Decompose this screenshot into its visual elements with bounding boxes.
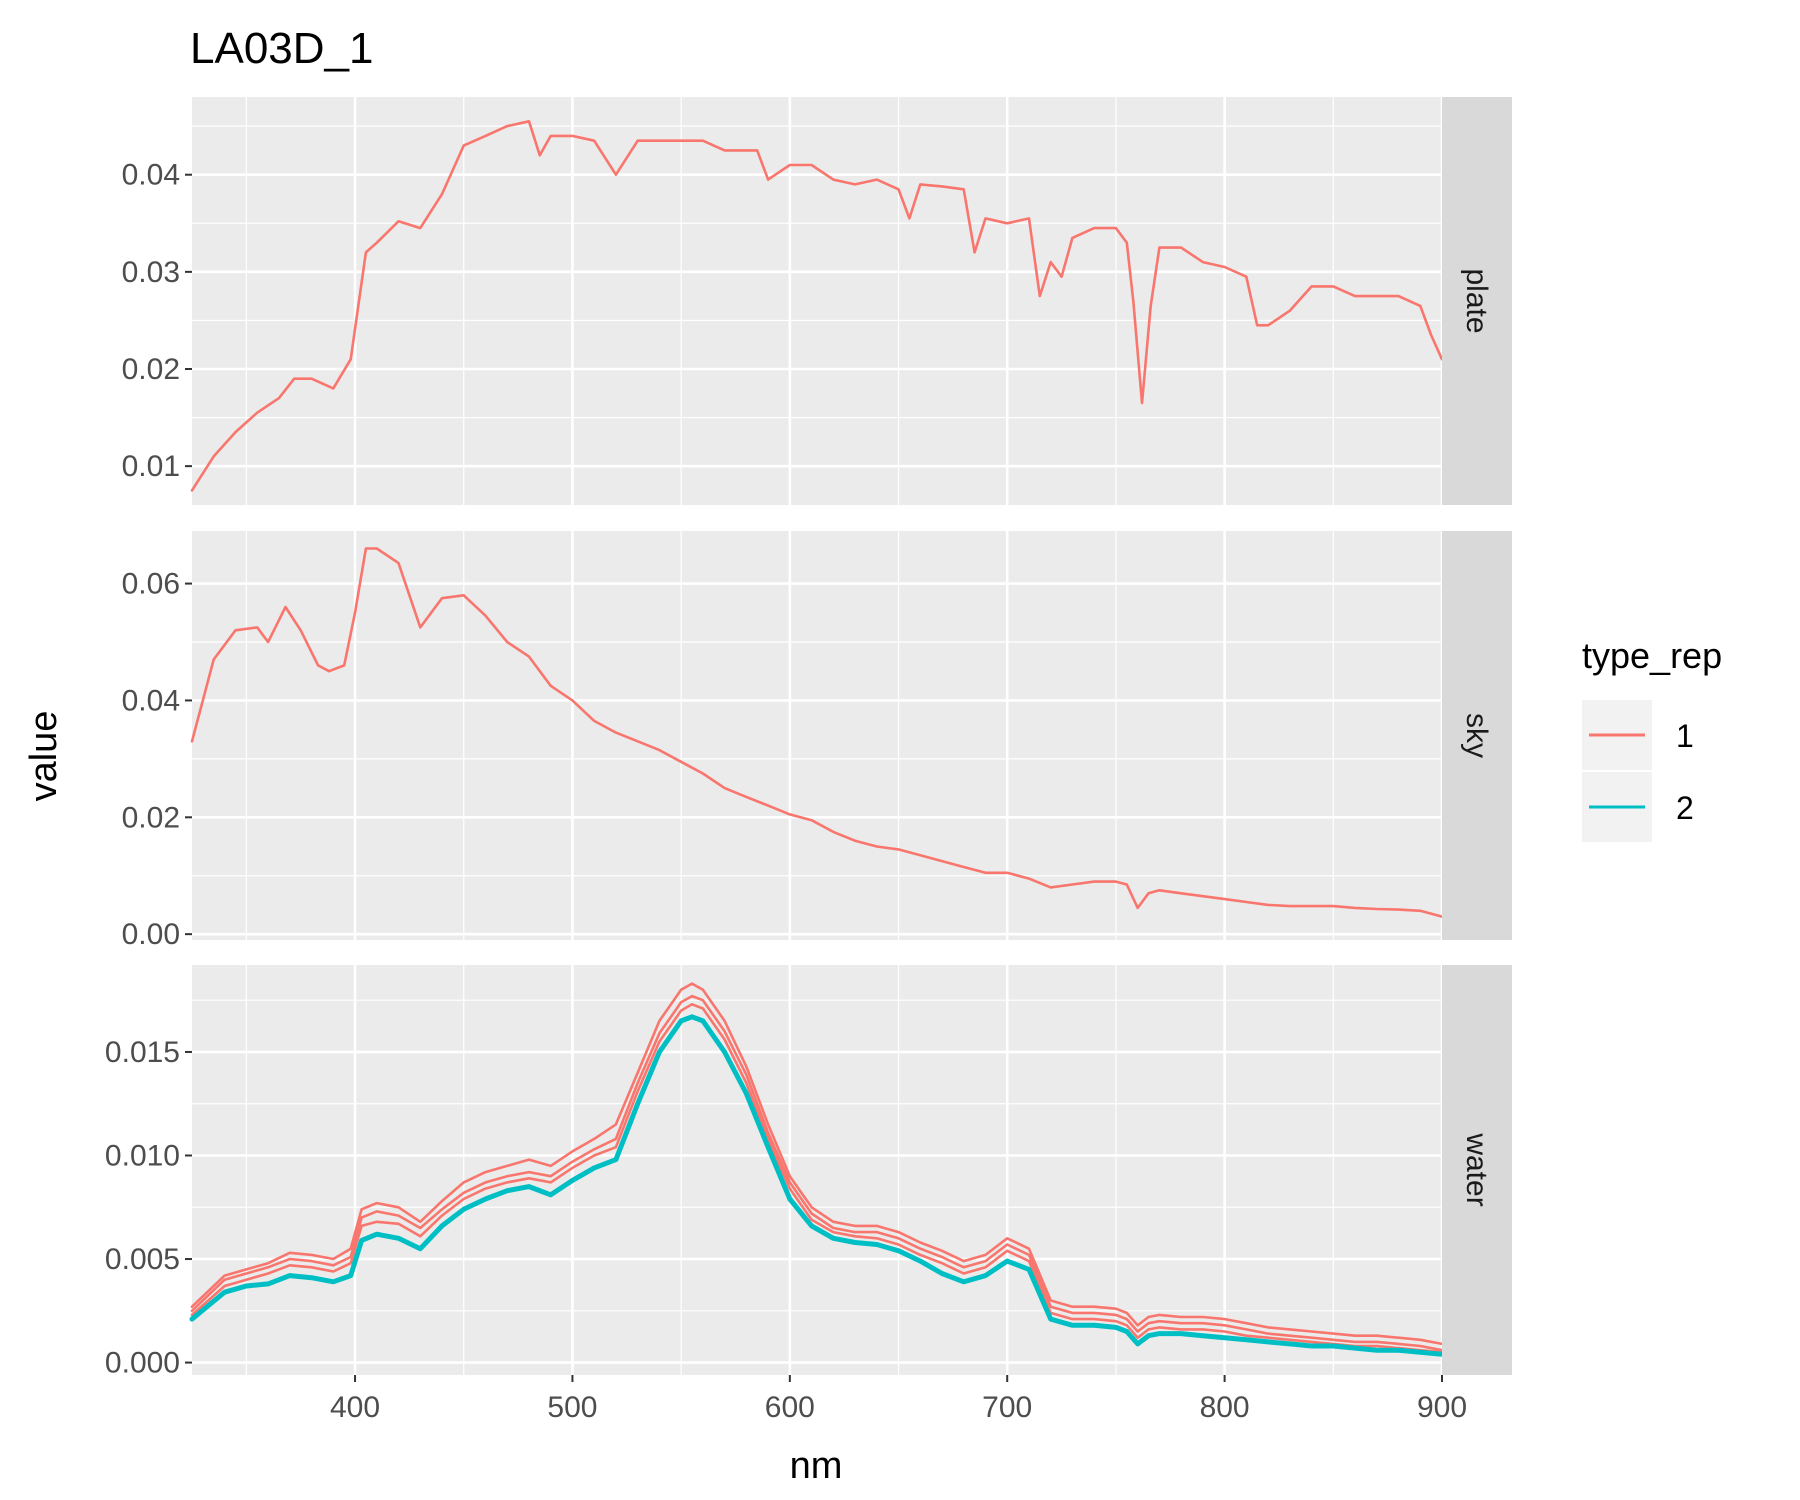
legend-label-1: 1: [1676, 718, 1694, 754]
facet-strip: [1442, 97, 1512, 505]
series-line-water-rep1-1: [190, 994, 1444, 1352]
legend-title: type_rep: [1582, 635, 1722, 676]
facet-strip-label: water: [1460, 1132, 1493, 1206]
series-line-plate-rep1-0: [190, 120, 1444, 492]
facet-panels: 0.01 0.02 0.03 0.04 plate 0.00 0.02 0.04 0.06 sky…: [105, 97, 1512, 1424]
facet-strip: [1442, 965, 1512, 1375]
facet-strip: [1442, 531, 1512, 940]
y-tick-label: 0.00: [122, 918, 180, 951]
panel-sky: 0.00 0.02 0.04 0.06 sky: [122, 531, 1512, 951]
x-axis-label: nm: [790, 1445, 843, 1487]
y-tick-label: 0.005: [105, 1243, 180, 1276]
x-tick-label: 700: [982, 1391, 1032, 1424]
x-tick-label: 500: [547, 1391, 597, 1424]
x-tick-label: 800: [1200, 1391, 1250, 1424]
panel-water: 0.000 0.005 0.010 0.015 water: [105, 965, 1512, 1380]
series-line-water-rep1-0: [190, 982, 1444, 1346]
series-line-water-rep1-2: [190, 1003, 1444, 1354]
x-tick-label: 400: [330, 1391, 380, 1424]
x-tick-label: 900: [1417, 1391, 1467, 1424]
y-tick-label: 0.04: [122, 159, 180, 192]
facet-strip-label: sky: [1460, 713, 1493, 758]
panel-plate: 0.01 0.02 0.03 0.04 plate: [122, 97, 1512, 505]
chart-title: LA03D_1: [190, 24, 373, 73]
y-axis-label: value: [23, 711, 65, 802]
facet-strip-label: plate: [1460, 268, 1493, 333]
y-tick-label: 0.015: [105, 1036, 180, 1069]
panel-background: [192, 531, 1442, 940]
x-tick-label: 600: [765, 1391, 815, 1424]
y-tick-label: 0.01: [122, 450, 180, 483]
series-line-sky-rep1-0: [190, 547, 1444, 918]
y-tick-label: 0.010: [105, 1140, 180, 1173]
y-tick-label: 0.03: [122, 256, 180, 289]
y-tick-label: 0.000: [105, 1347, 180, 1380]
panel-background: [192, 965, 1442, 1375]
panel-background: [192, 97, 1442, 505]
y-tick-label: 0.06: [122, 568, 180, 601]
y-tick-label: 0.02: [122, 801, 180, 834]
series-line-water-rep2-3: [189, 1014, 1445, 1357]
legend: type_rep 1 2: [1582, 635, 1722, 842]
y-tick-label: 0.02: [122, 353, 180, 386]
y-tick-label: 0.04: [122, 684, 180, 717]
legend-label-2: 2: [1676, 790, 1694, 826]
